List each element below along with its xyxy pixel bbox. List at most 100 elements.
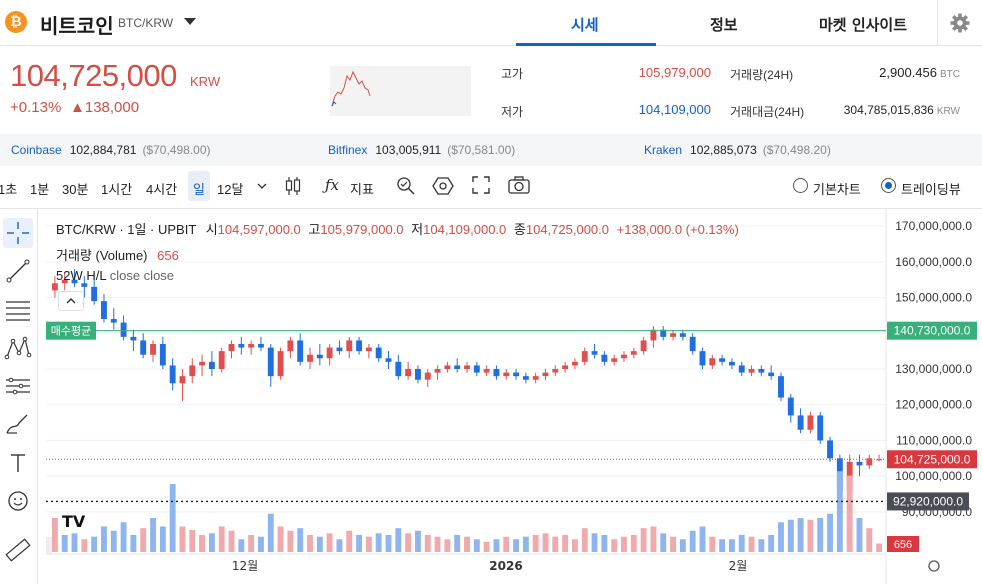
candle-body — [101, 301, 107, 319]
price-chart[interactable]: 170,000,000.0 160,000,000.0 150,000,000.0 1… — [46, 209, 982, 584]
emoji-tool[interactable] — [3, 486, 33, 516]
settings-button[interactable] — [937, 0, 982, 46]
volume-bar — [454, 535, 461, 552]
volume-bar — [258, 536, 264, 552]
legend-symbol: BTC/KRW · 1일 · UPBIT — [56, 222, 197, 237]
exchange-price: 102,884,781 — [69, 143, 137, 157]
volume-bar — [277, 526, 284, 552]
legend-low-value: 104,109,000.0 — [423, 222, 507, 237]
candle-body — [571, 361, 578, 366]
legend-high-label: 고 — [308, 222, 321, 237]
alert-button[interactable] — [395, 175, 417, 200]
ruler-tool[interactable] — [3, 535, 33, 565]
indicators-button[interactable]: 지표 — [350, 182, 374, 197]
exchange-bitfinex[interactable]: Bitfinex 103,005,911 ($70,581.00) — [328, 143, 515, 157]
exchange-name: Bitfinex — [328, 143, 368, 157]
volume-bar — [866, 528, 873, 552]
prediction-tool[interactable] — [3, 371, 33, 401]
interval-12mo[interactable]: 12달 — [217, 182, 244, 197]
hexagon-settings-icon — [432, 177, 454, 195]
volume-bar — [150, 518, 156, 552]
low-value: 104,109,000 — [638, 102, 711, 117]
chart-ohlc-legend: BTC/KRW · 1일 · UPBIT 시104,597,000.0 고105… — [56, 219, 739, 238]
y-tick-label: 100,000,000.0 — [895, 469, 972, 483]
candle-body — [316, 354, 323, 359]
legend-low-label: 저 — [411, 222, 424, 237]
trading-view-label[interactable]: 트레이딩뷰 — [901, 182, 961, 197]
candle-body — [797, 415, 804, 430]
crosshair-icon — [7, 222, 29, 244]
crosshair-tool[interactable] — [3, 218, 33, 248]
bitcoin-icon: ₿ — [5, 11, 27, 33]
tab-info[interactable]: 정보 — [710, 16, 738, 34]
radio-basic-chart[interactable] — [793, 178, 808, 193]
price-change-absolute: ▲138,000 — [70, 99, 140, 116]
scroll-handle — [46, 537, 52, 555]
fib-tool[interactable] — [3, 295, 33, 325]
candle-body — [621, 354, 627, 359]
candle-body — [130, 336, 137, 341]
screenshot-button[interactable] — [507, 175, 531, 198]
y-tick-label: 150,000,000.0 — [895, 291, 972, 305]
candle-body — [120, 322, 127, 337]
fullscreen-button[interactable] — [471, 175, 491, 198]
volume-bar — [650, 526, 657, 552]
brush-tool[interactable] — [3, 409, 33, 439]
settings-hex-button[interactable] — [432, 175, 454, 200]
y-tick-label: 130,000,000.0 — [895, 362, 972, 376]
candle-body — [51, 283, 58, 291]
candle-body — [150, 344, 156, 355]
basic-chart-label[interactable]: 기본차트 — [813, 182, 861, 197]
volume-bar — [238, 539, 245, 552]
candle-body — [267, 347, 274, 377]
exchange-price: 102,885,073 — [690, 143, 757, 157]
candle-body — [61, 279, 68, 284]
candle-body — [405, 369, 412, 377]
text-tool[interactable] — [3, 448, 33, 478]
candlestick-chart-svg[interactable]: 170,000,000.0 160,000,000.0 150,000,000.0 1… — [46, 209, 982, 584]
exchange-usd: ($70,581.00) — [447, 143, 516, 157]
candle-body — [738, 365, 745, 373]
collapse-legend-button[interactable] — [58, 291, 84, 311]
candle-body — [375, 347, 382, 359]
candle-body — [464, 365, 470, 369]
volume-bar — [385, 535, 392, 552]
interval-1h[interactable]: 1시간 — [101, 182, 133, 197]
trend-line-tool[interactable] — [3, 256, 33, 286]
interval-1d[interactable]: 일 — [193, 182, 205, 197]
candle-body — [483, 369, 490, 373]
candle-body — [748, 369, 755, 373]
interval-1s[interactable]: 1초 — [0, 182, 18, 197]
exchange-coinbase[interactable]: Coinbase 102,884,781 ($70,498.00) — [11, 143, 211, 157]
coin-name[interactable]: 비트코인 — [40, 14, 114, 38]
candle-body — [169, 365, 176, 384]
candle-type-button[interactable] — [284, 174, 302, 201]
volume-24h: 2,900.456 BTC — [800, 65, 960, 80]
exchange-kraken[interactable]: Kraken 102,885,073 ($70,498.20) — [644, 143, 831, 157]
function-icon[interactable]: ƒx — [325, 176, 340, 194]
candle-body — [385, 358, 392, 362]
volume-bar — [81, 539, 88, 552]
radio-trading-view[interactable] — [881, 178, 896, 193]
coin-pair[interactable]: BTC/KRW — [118, 16, 174, 30]
pattern-tool[interactable] — [3, 333, 33, 363]
interval-dropdown[interactable] — [256, 176, 268, 199]
volume-bar — [748, 536, 755, 552]
exchange-name: Coinbase — [11, 143, 62, 157]
chevron-down-icon[interactable] — [184, 18, 196, 25]
candle-body — [228, 344, 235, 352]
tab-market-insight[interactable]: 마켓 인사이트 — [819, 16, 908, 34]
candle-body — [218, 351, 225, 369]
interval-30m[interactable]: 30분 — [62, 182, 89, 197]
interval-4h[interactable]: 4시간 — [146, 182, 178, 197]
volume-bar — [876, 543, 883, 552]
volume-bar — [493, 539, 500, 552]
candle-body — [728, 361, 735, 366]
interval-1m[interactable]: 1분 — [30, 182, 50, 197]
amount-24h-value: 304,785,015,836 — [843, 103, 934, 117]
candle-body — [140, 340, 147, 355]
volume-bar — [699, 526, 706, 552]
volume-bar — [689, 530, 696, 552]
candle-body — [307, 354, 313, 362]
tab-price[interactable]: 시세 — [571, 16, 599, 34]
